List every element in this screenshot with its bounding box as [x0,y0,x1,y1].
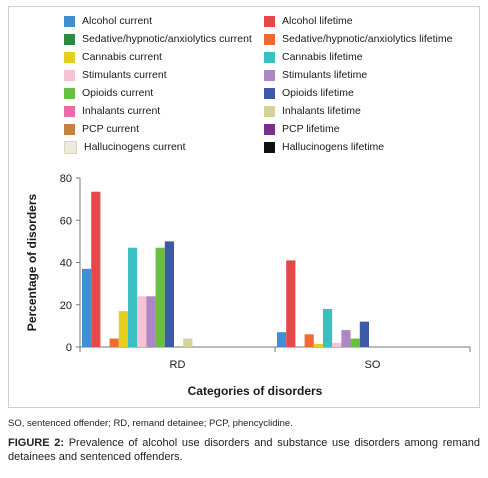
legend-label: Stimulants lifetime [282,69,368,81]
legend-item-hallucinogens-current: Hallucinogens current [64,140,186,154]
legend-label: Hallucinogens lifetime [282,141,385,153]
legend-swatch [64,140,77,154]
legend-swatch [264,87,275,99]
bar-so-opioids-current [350,338,360,347]
legend-swatch [264,105,275,117]
bar-rd-opioids-current [155,247,165,347]
bar-rd-stimulants-current [137,296,147,347]
legend-item-inhalants-current: Inhalants current [64,104,160,118]
legend-label: PCP lifetime [282,123,340,135]
chart-plot: 0 20 40 60 80 RD SO Percentage of disorders Ca… [25,173,471,398]
legend-swatch [64,69,75,81]
bar-so-alcohol-current [277,332,287,347]
bar-rd-cannabis-lifetime [128,247,138,347]
footnote: SO, sentenced offender; RD, remand detai… [8,418,293,429]
bar-so-cannabis-current [313,343,323,347]
legend-swatch [64,15,75,27]
legend-swatch [264,69,275,81]
legend-item-opioids-lifetime: Opioids lifetime [264,86,354,100]
bar-so-cannabis-lifetime [323,308,333,347]
legend-item-sedative-hypnotic-anxiolytics-lifetime: Sedative/hypnotic/anxiolytics lifetime [264,32,452,46]
legend-label: Inhalants lifetime [282,105,361,117]
legend-item-stimulants-lifetime: Stimulants lifetime [264,68,367,82]
bar-rd-stimulants-lifetime [146,296,156,347]
bar-so-stimulants-lifetime [341,330,351,347]
legend-label: Sedative/hypnotic/anxiolytics current [82,33,252,45]
legend-label: Stimulants current [82,69,167,81]
bar-rd-alcohol-lifetime [91,191,101,347]
legend-label: Sedative/hypnotic/anxiolytics lifetime [282,33,453,45]
legend-label: Opioids lifetime [282,87,354,99]
bar-rd-cannabis-current [118,311,128,347]
y-axis-title: Percentage of disorders [25,193,39,331]
legend-item-cannabis-lifetime: Cannabis lifetime [264,50,363,64]
y-tick-label: 80 [60,173,72,185]
y-tick-label: 60 [60,215,72,227]
y-tick-label: 0 [66,342,72,354]
bar-so-alcohol-lifetime [286,260,296,347]
caption-text: Prevalence of alcohol use disorders and … [8,437,480,463]
legend-label: Cannabis lifetime [282,51,363,63]
bar-so-stimulants-current [332,342,342,347]
legend-label: Hallucinogens current [84,141,186,153]
legend-item-pcp-lifetime: PCP lifetime [264,122,340,136]
legend-item-stimulants-current: Stimulants current [64,68,167,82]
legend-swatch [264,141,275,153]
legend-swatch [264,15,275,27]
bar-rd-alcohol-current [82,268,92,347]
bar-rd-opioids-lifetime [164,241,174,348]
legend-item-hallucinogens-lifetime: Hallucinogens lifetime [264,140,384,154]
legend-item-pcp-current: PCP current [64,122,139,136]
bar-so-sedative-hypnotic-anxiolytics-lifetime [304,334,314,347]
bar-so-opioids-lifetime [359,321,369,347]
y-tick-label: 20 [60,300,72,312]
legend-item-sedative-hypnotic-anxiolytics-current: Sedative/hypnotic/anxiolytics current [64,32,252,46]
legend-swatch [64,105,75,117]
legend-swatch [64,123,75,135]
bars [82,191,369,348]
bar-rd-sedative-hypnotic-anxiolytics-lifetime [109,338,119,347]
legend-item-opioids-current: Opioids current [64,86,153,100]
legend-swatch [264,33,275,45]
legend-label: Cannabis current [82,51,162,63]
x-tick-label-rd: RD [170,359,186,371]
legend-label: PCP current [82,123,139,135]
legend-swatch [264,51,275,63]
figure-caption: FIGURE 2: Prevalence of alcohol use diso… [8,436,480,464]
legend-item-alcohol-lifetime: Alcohol lifetime [264,14,353,28]
legend-item-inhalants-lifetime: Inhalants lifetime [264,104,361,118]
x-tick-label-so: SO [365,359,381,371]
caption-lead: FIGURE 2: [8,437,65,449]
legend-item-alcohol-current: Alcohol current [64,14,152,28]
y-tick-label: 40 [60,258,72,270]
legend-label: Alcohol lifetime [282,15,353,27]
legend-label: Inhalants current [82,105,161,117]
bar-rd-inhalants-lifetime [183,338,193,347]
legend-item-cannabis-current: Cannabis current [64,50,162,64]
legend-swatch [64,87,75,99]
legend-swatch [264,123,275,135]
x-axis-title: Categories of disorders [188,384,323,398]
legend-label: Alcohol current [82,15,153,27]
legend-label: Opioids current [82,87,154,99]
legend-swatch [64,33,75,45]
figure-frame [8,6,480,408]
legend-swatch [64,51,75,63]
